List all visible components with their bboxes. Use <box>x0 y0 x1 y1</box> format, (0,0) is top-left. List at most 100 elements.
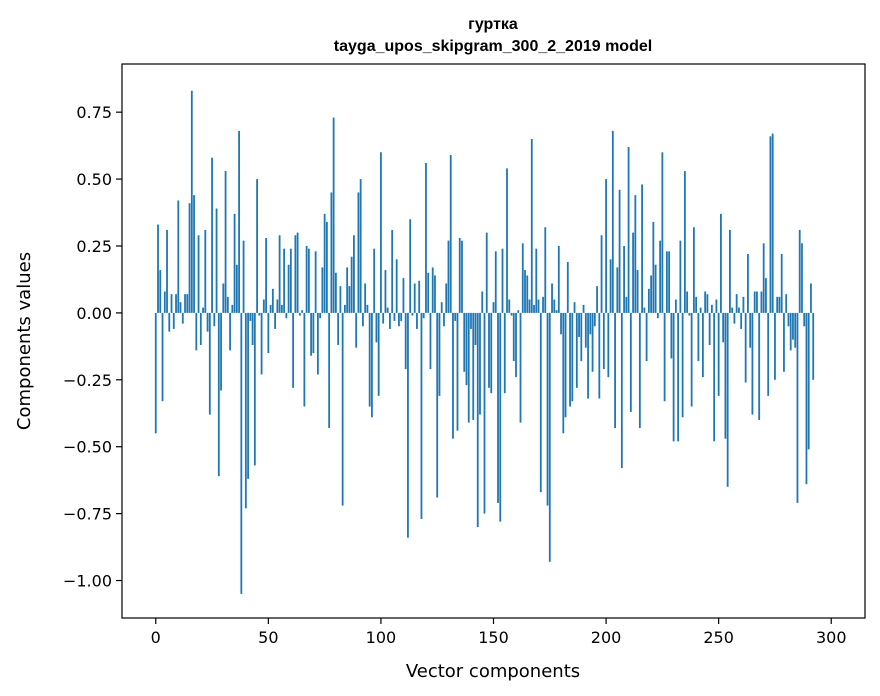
bar <box>429 312 432 370</box>
bar <box>316 312 319 375</box>
bar <box>285 312 288 319</box>
bar <box>195 312 198 351</box>
bar <box>638 312 641 428</box>
bar <box>226 296 229 313</box>
y-tick-label: 0.00 <box>76 304 112 323</box>
bar <box>701 312 704 378</box>
bar <box>589 312 592 335</box>
bar <box>692 227 695 313</box>
bar <box>375 312 378 343</box>
bar <box>539 312 542 493</box>
bar <box>362 312 364 327</box>
bar <box>204 229 207 313</box>
bar <box>616 267 619 313</box>
bar <box>350 256 353 313</box>
bar <box>244 312 247 509</box>
bar <box>208 312 211 415</box>
bar <box>258 312 261 316</box>
bar <box>807 312 810 450</box>
bar <box>235 264 238 313</box>
bar <box>490 312 493 394</box>
x-tick-label: 200 <box>591 628 622 647</box>
bar <box>447 240 450 313</box>
bar <box>508 299 511 313</box>
bar <box>384 270 387 313</box>
bar <box>274 312 276 329</box>
bar <box>609 259 612 313</box>
bar <box>420 312 423 519</box>
bar <box>269 304 272 313</box>
bar <box>368 312 371 407</box>
bar <box>659 240 662 313</box>
bar <box>445 283 448 313</box>
bar <box>456 312 459 431</box>
bar <box>483 312 486 514</box>
bar <box>566 262 569 313</box>
bar <box>785 294 788 313</box>
bar <box>726 312 729 487</box>
bar <box>312 312 315 354</box>
y-tick-label: 0.50 <box>76 170 112 189</box>
x-tick-label: 0 <box>151 628 161 647</box>
bar <box>242 240 245 313</box>
bar <box>747 254 749 313</box>
bar <box>503 312 506 394</box>
bar <box>683 171 686 313</box>
bar <box>253 312 256 466</box>
bar <box>220 312 222 391</box>
bar <box>168 312 171 332</box>
bar <box>580 312 583 362</box>
bar <box>778 296 781 313</box>
bar <box>557 245 560 313</box>
bar <box>287 264 290 313</box>
bar <box>515 312 517 378</box>
bar <box>548 312 551 562</box>
bar <box>328 312 331 428</box>
bar <box>681 312 684 418</box>
bar <box>535 248 538 313</box>
bar <box>593 312 596 327</box>
bar <box>449 155 452 313</box>
bar <box>665 251 668 313</box>
bar <box>479 312 481 415</box>
bar <box>470 312 472 329</box>
bar <box>668 251 671 313</box>
bar <box>422 312 425 319</box>
bar <box>801 243 803 313</box>
bar <box>355 312 358 348</box>
bar <box>179 302 182 313</box>
bar <box>510 312 513 316</box>
bar <box>344 304 346 313</box>
bar <box>163 291 166 313</box>
bar <box>229 312 231 351</box>
bar <box>310 312 313 356</box>
bar <box>789 312 792 351</box>
bar <box>711 304 713 313</box>
bar <box>571 312 574 402</box>
bar <box>386 307 389 313</box>
bar <box>654 264 657 313</box>
bar <box>222 283 225 313</box>
bar <box>251 312 254 346</box>
bar <box>465 312 468 386</box>
bar <box>600 235 603 313</box>
bar <box>233 213 236 313</box>
bar <box>398 312 400 327</box>
bar <box>575 312 578 388</box>
bar <box>298 312 301 316</box>
bar <box>463 312 466 372</box>
bar <box>231 304 234 313</box>
bar <box>528 299 531 313</box>
bar <box>334 272 337 313</box>
x-ticks-group: 0 50 100 150 200 250 300 <box>151 618 847 647</box>
bar <box>582 304 585 313</box>
bar <box>159 270 162 313</box>
bar <box>389 312 391 329</box>
bar <box>193 195 195 313</box>
bar <box>215 208 218 313</box>
bar <box>562 312 565 434</box>
bar <box>411 312 414 316</box>
bar <box>407 312 409 538</box>
bar <box>663 312 666 402</box>
bar <box>740 312 743 329</box>
